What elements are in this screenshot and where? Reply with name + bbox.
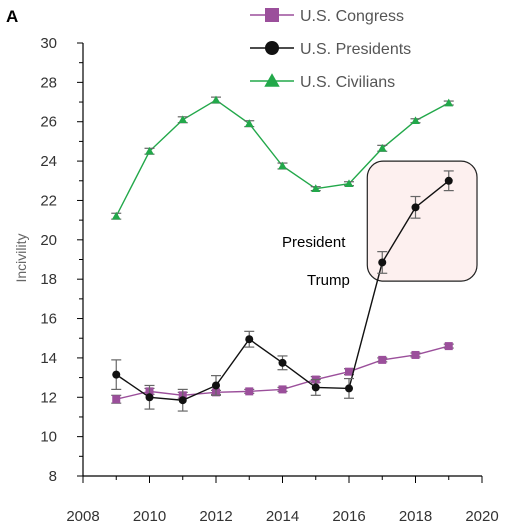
data-point: [145, 146, 154, 155]
data-point: [377, 143, 387, 152]
series-triangle: [111, 95, 454, 220]
y-tick-label: 26: [40, 114, 57, 131]
data-point: [211, 95, 221, 104]
data-point: [411, 116, 420, 125]
data-point: [244, 119, 254, 127]
legend-circle-marker: [265, 41, 279, 55]
y-tick-label: 18: [40, 271, 57, 288]
y-tick-label: 14: [40, 350, 57, 367]
data-point: [145, 393, 154, 402]
legend-triangle-marker: [264, 73, 280, 87]
data-point: [112, 370, 121, 379]
data-point: [444, 176, 453, 185]
axes: 8 10 12 14 16 18 20 22 24 26 28 30 2008 2010 2012 2014 2…: [40, 35, 498, 525]
data-point: [344, 179, 354, 188]
data-point: [111, 211, 121, 220]
y-tick-label: 28: [40, 74, 57, 91]
data-point: [245, 387, 254, 396]
series-circle: [111, 170, 454, 412]
data-point: [212, 381, 220, 390]
data-point: [278, 161, 287, 170]
data-point: [444, 98, 454, 107]
legend-label: U.S. Civilians: [300, 74, 395, 91]
x-tick-label: 2008: [66, 508, 99, 525]
x-tick-label: 2018: [399, 508, 432, 525]
data-point: [345, 367, 353, 376]
legend-label: U.S. Congress: [300, 8, 404, 25]
data-point: [245, 335, 254, 344]
y-axis-title: Incivility: [13, 233, 29, 282]
data-point: [345, 384, 353, 393]
panel-label: A: [6, 7, 18, 26]
y-tick-label: 20: [40, 232, 57, 249]
data-point: [178, 115, 188, 124]
series-square: [111, 342, 454, 404]
y-tick-label: 30: [40, 35, 57, 52]
y-tick-label: 16: [40, 311, 57, 328]
y-tick-label: 24: [40, 153, 57, 170]
data-point: [378, 258, 387, 267]
data-point: [378, 355, 387, 364]
data-point: [311, 184, 321, 192]
data-point: [278, 358, 287, 367]
y-tick-label: 12: [40, 389, 57, 406]
x-tick-label: 2016: [332, 508, 365, 525]
data-point: [411, 350, 420, 359]
y-tick-label: 22: [40, 192, 57, 209]
data-point: [178, 396, 187, 405]
legend-label: U.S. Presidents: [300, 41, 411, 58]
data-point: [112, 395, 121, 404]
annotation-president: President: [282, 234, 346, 251]
data-point: [311, 383, 320, 392]
series-layer: [111, 95, 454, 412]
x-tick-label: 2010: [133, 508, 166, 525]
x-tick-label: 2020: [465, 508, 498, 525]
data-point: [278, 385, 287, 394]
x-tick-label: 2014: [266, 508, 299, 525]
y-tick-label: 8: [49, 468, 57, 485]
y-tick-label: 10: [40, 429, 57, 446]
legend-square-marker: [265, 8, 279, 22]
x-tick-label: 2012: [199, 508, 232, 525]
annotation-trump: Trump: [307, 272, 350, 289]
data-point: [444, 342, 453, 351]
data-point: [411, 203, 420, 212]
legend: U.S. Congress U.S. Presidents U.S. Civilia…: [250, 8, 411, 91]
